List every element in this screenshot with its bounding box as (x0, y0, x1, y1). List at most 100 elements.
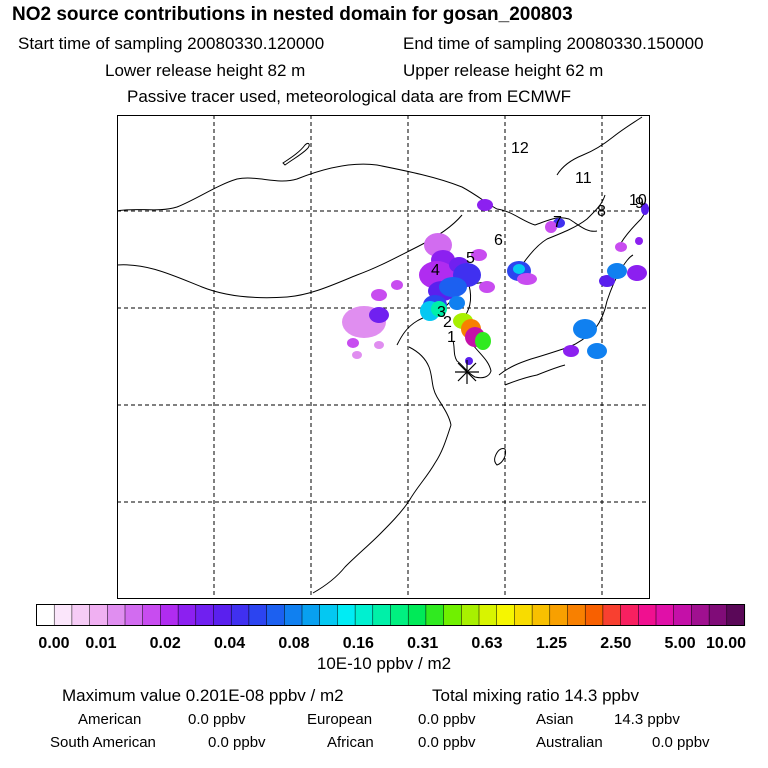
source-label-10: 10 (629, 192, 647, 209)
colorbar-cell (213, 604, 232, 626)
colorbar-cell (71, 604, 91, 626)
lower-release-label: Lower release height 82 m (105, 61, 306, 80)
plume-cell (449, 296, 465, 310)
plume-cell (371, 289, 387, 301)
plume-cell (391, 280, 403, 290)
colorbar-tick-label: 1.25 (536, 635, 567, 652)
plume-cell (439, 277, 467, 297)
colorbar-cell (372, 604, 392, 626)
plume-cell (347, 338, 359, 348)
plume-cell (369, 307, 389, 323)
region-value-asian: 14.3 ppbv (614, 711, 680, 728)
plume-cell (431, 301, 447, 317)
colorbar-cell (266, 604, 285, 626)
colorbar-cell (691, 604, 710, 626)
colorbar-cell (620, 604, 639, 626)
region-name-african: African (327, 734, 374, 751)
colorbar-frame (36, 604, 745, 626)
colorbar-cell (531, 604, 551, 626)
colorbar-tick-label: 0.63 (471, 635, 502, 652)
total-mixing-label: Total mixing ratio 14.3 ppbv (432, 686, 639, 705)
colorbar-cell (107, 604, 126, 626)
colorbar-cell (461, 604, 480, 626)
plume-cell (513, 264, 525, 274)
colorbar-cell (284, 604, 303, 626)
colorbar-cell (655, 604, 675, 626)
colorbar-cell (390, 604, 409, 626)
colorbar-cell (124, 604, 144, 626)
colorbar-cell (89, 604, 108, 626)
colorbar-tick-label: 0.04 (214, 635, 245, 652)
plume-cell (641, 203, 649, 215)
colorbar-unit-label: 10E-10 ppbv / m2 (316, 654, 452, 673)
colorbar-tick-label: 10.00 (706, 635, 746, 652)
colorbar-cell (248, 604, 268, 626)
plume-cell (374, 341, 384, 349)
colorbar-cell (514, 604, 533, 626)
plume-cell (465, 357, 473, 365)
plume-cell (471, 249, 487, 261)
source-label-12: 12 (511, 140, 529, 157)
source-label-7: 7 (553, 214, 562, 231)
colorbar-cell (726, 604, 746, 626)
colorbar-tick-label: 2.50 (600, 635, 631, 652)
source-label-2: 2 (443, 314, 452, 331)
colorbar-cell (195, 604, 215, 626)
colorbar-cell (443, 604, 462, 626)
source-label-5: 5 (466, 250, 475, 267)
region-value-african: 0.0 ppbv (418, 734, 476, 751)
max-value-label: Maximum value 0.201E-08 ppbv / m2 (62, 686, 344, 705)
colorbar-cell (584, 604, 604, 626)
source-label-6: 6 (494, 232, 503, 249)
region-name-american: American (78, 711, 142, 728)
source-label-4: 4 (431, 262, 440, 279)
receptor-asterisk-icon (455, 360, 479, 384)
start-time-label: Start time of sampling 20080330.120000 (18, 34, 325, 53)
source-label-3: 3 (437, 304, 446, 321)
colorbar: 0.00 0.01 0.02 0.04 0.08 0.16 0.31 0.63 1.25 2.50… (36, 604, 746, 652)
colorbar-tick-label: 0.02 (150, 635, 181, 652)
colorbar-tick-label: 0.31 (407, 635, 438, 652)
plume-cell (635, 237, 643, 245)
colorbar-tick-label: 0.16 (343, 635, 374, 652)
region-value-south-american: 0.0 ppbv (208, 734, 266, 751)
source-labels: 1 2 3 4 5 6 7 8 9 10 11 12 (431, 140, 647, 346)
colorbar-cell (177, 604, 197, 626)
colorbar-cell (53, 604, 73, 626)
plume-cell (352, 351, 362, 359)
source-label-8: 8 (597, 203, 606, 220)
upper-release-label: Upper release height 62 m (403, 61, 604, 80)
plume-cell (563, 345, 579, 357)
plume-cell (587, 343, 607, 359)
colorbar-cell (478, 604, 498, 626)
plume-cell (599, 275, 615, 287)
colorbar-cell (319, 604, 338, 626)
region-value-american: 0.0 ppbv (188, 711, 246, 728)
colorbar-cell (549, 604, 569, 626)
colorbar-cell (567, 604, 586, 626)
colorbar-cell (354, 604, 374, 626)
colorbar-cell (602, 604, 622, 626)
colorbar-cells (36, 604, 746, 626)
plume-cell (479, 281, 495, 293)
plume-cell (475, 332, 491, 350)
plume-cell (607, 263, 627, 279)
colorbar-tick-labels: 0.00 0.01 0.02 0.04 0.08 0.16 0.31 0.63 1.25 2.50… (38, 635, 746, 652)
colorbar-cell (301, 604, 321, 626)
plume-cell (615, 242, 627, 252)
end-time-label: End time of sampling 20080330.150000 (403, 34, 704, 53)
source-label-9: 9 (635, 195, 644, 212)
tracer-note: Passive tracer used, meteorological data… (127, 87, 572, 106)
colorbar-tick-label: 5.00 (665, 635, 696, 652)
colorbar-cell (638, 604, 657, 626)
colorbar-cell (673, 604, 692, 626)
plume-cell (573, 319, 597, 339)
colorbar-cell (337, 604, 356, 626)
colorbar-cell (160, 604, 179, 626)
region-name-asian: Asian (536, 711, 574, 728)
colorbar-cell (407, 604, 427, 626)
plume-cell (545, 221, 557, 233)
colorbar-cell (425, 604, 445, 626)
colorbar-cell (142, 604, 161, 626)
source-label-11: 11 (575, 170, 592, 187)
